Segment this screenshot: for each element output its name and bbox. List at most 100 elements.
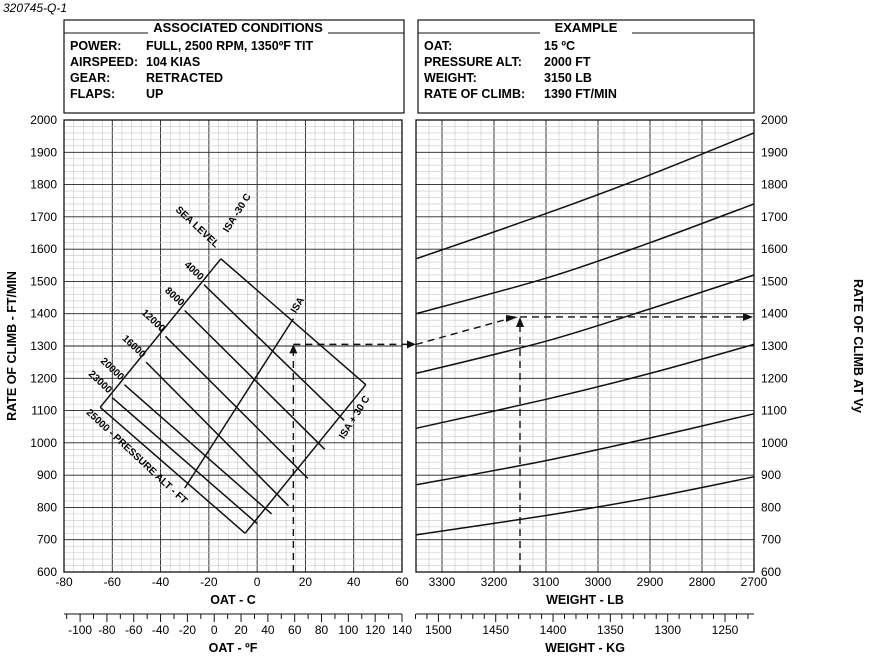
pressure-altitude-line xyxy=(123,384,273,515)
left-panel-frame xyxy=(63,119,403,573)
condition-value: RETRACTED xyxy=(146,71,223,85)
y-tick-label-left: 1000 xyxy=(30,436,57,450)
example-box: EXAMPLE OAT: 15 ºC PRESSURE ALT: 2000 FT… xyxy=(417,19,755,114)
pressure-altitude-label: 16000 xyxy=(120,333,148,360)
condition-value: FULL, 2500 RPM, 1350ºF TIT xyxy=(146,39,313,53)
weight-guide-line xyxy=(415,476,755,536)
y-tick-label-left: 1100 xyxy=(31,404,57,418)
x-tick-label: 0 xyxy=(254,575,261,589)
fahrenheit-tick-label: -100 xyxy=(68,623,92,637)
y-tick-label-right: 1600 xyxy=(761,242,788,256)
kg-tick-label: 1450 xyxy=(482,623,509,637)
pressure-altitude-label: 25000 - PRESSURE ALT - FT xyxy=(84,407,189,506)
y-tick-label-right: 800 xyxy=(761,500,781,514)
fahrenheit-tick-label: 140 xyxy=(392,623,412,637)
example-arrowhead xyxy=(516,316,524,327)
x-tick-label: -20 xyxy=(200,575,218,589)
pressure-altitude-line xyxy=(203,284,345,421)
x-axis-label: OAT - C xyxy=(210,593,256,607)
isa-line-label: ISA xyxy=(289,295,307,315)
isa-temperature-line xyxy=(184,318,295,489)
chart-lines xyxy=(99,132,755,572)
x-tick-label: 3100 xyxy=(533,575,560,589)
fahrenheit-tick-label: 80 xyxy=(315,623,329,637)
y-axis-label-left: RATE OF CLIMB - FT/MIN xyxy=(5,271,19,421)
y-tick-label-left: 800 xyxy=(37,500,57,514)
fahrenheit-tick-label: 20 xyxy=(234,623,248,637)
y-tick-label-left: 600 xyxy=(37,565,57,579)
associated-conditions-box: ASSOCIATED CONDITIONS POWER: FULL, 2500 … xyxy=(63,19,405,114)
condition-key: AIRSPEED: xyxy=(70,55,138,69)
example-value: 2000 FT xyxy=(544,55,591,69)
y-tick-label-left: 1400 xyxy=(30,307,57,321)
y-tick-label-right: 600 xyxy=(761,565,781,579)
kg-tick-label: 1300 xyxy=(654,623,681,637)
weight-guide-line xyxy=(415,132,755,260)
weight-guide-line xyxy=(415,413,755,486)
y-tick-label-right: 1100 xyxy=(761,404,787,418)
x-tick-label: 20 xyxy=(299,575,313,589)
x-tick-label: 3000 xyxy=(585,575,612,589)
x-axis-label: WEIGHT - LB xyxy=(546,593,624,607)
y-tick-label-right: 1900 xyxy=(761,145,788,159)
example-key: PRESSURE ALT: xyxy=(424,55,522,69)
figure-id: 320745-Q-1 xyxy=(3,1,67,15)
x-tick-label: -40 xyxy=(152,575,170,589)
example-value: 15 ºC xyxy=(544,39,575,53)
y-tick-label-left: 1500 xyxy=(30,274,57,288)
x-tick-label: -60 xyxy=(104,575,122,589)
fahrenheit-tick-label: -20 xyxy=(179,623,197,637)
y-tick-label-right: 900 xyxy=(761,468,781,482)
secondary-x-axis-label: WEIGHT - KG xyxy=(545,641,625,655)
kg-tick-label: 1500 xyxy=(425,623,452,637)
y-tick-label-left: 900 xyxy=(37,468,57,482)
pressure-altitude-line xyxy=(220,258,367,386)
right-panel-frame xyxy=(415,119,755,573)
kg-tick-label: 1250 xyxy=(712,623,739,637)
y-axis-label-right: RATE OF CLIMB AT Vy xyxy=(851,279,865,413)
x-tick-label: -80 xyxy=(55,575,73,589)
example-arrowhead xyxy=(743,312,753,321)
example-arrowhead xyxy=(506,314,518,322)
fahrenheit-tick-label: -60 xyxy=(125,623,143,637)
pressure-altitude-label: 4000 xyxy=(182,260,206,284)
kg-tick-label: 1350 xyxy=(597,623,624,637)
y-tick-label-right: 1000 xyxy=(761,436,788,450)
example-value: 1390 FT/MIN xyxy=(544,87,617,101)
x-tick-label: 40 xyxy=(347,575,361,589)
y-tick-label-left: 1300 xyxy=(30,339,57,353)
y-tick-label-left: 1200 xyxy=(30,371,57,385)
weight-guide-line xyxy=(415,274,755,375)
x-tick-label: 2900 xyxy=(637,575,664,589)
example-value: 3150 LB xyxy=(544,71,592,85)
condition-key: GEAR: xyxy=(70,71,110,85)
y-tick-label-right: 1500 xyxy=(761,274,788,288)
kg-tick-label: 1400 xyxy=(540,623,567,637)
y-tick-label-right: 1200 xyxy=(761,371,788,385)
example-path xyxy=(415,318,509,346)
y-tick-label-right: 1300 xyxy=(761,339,788,353)
pressure-altitude-label: SEA LEVEL xyxy=(173,205,221,251)
isa-temperature-line xyxy=(99,258,222,408)
y-tick-label-right: 700 xyxy=(761,533,781,547)
fahrenheit-tick-label: 120 xyxy=(365,623,385,637)
y-tick-label-left: 1600 xyxy=(30,242,57,256)
fahrenheit-tick-label: -80 xyxy=(98,623,116,637)
condition-value: 104 KIAS xyxy=(146,55,200,69)
y-tick-label-right: 1400 xyxy=(761,307,788,321)
example-key: WEIGHT: xyxy=(424,71,477,85)
y-tick-label-left: 1800 xyxy=(30,178,57,192)
y-tick-label-right: 1700 xyxy=(761,210,788,224)
fahrenheit-tick-label: 0 xyxy=(211,623,218,637)
y-tick-label-left: 700 xyxy=(37,533,57,547)
condition-key: FLAPS: xyxy=(70,87,115,101)
x-tick-label: 2700 xyxy=(741,575,768,589)
fahrenheit-tick-label: 60 xyxy=(288,623,302,637)
pressure-altitude-line xyxy=(111,397,258,525)
pressure-altitude-line xyxy=(145,361,290,507)
y-tick-label-right: 1800 xyxy=(761,178,788,192)
isa-line-label: ISA + 30 C xyxy=(337,394,372,441)
fahrenheit-tick-label: 40 xyxy=(261,623,275,637)
